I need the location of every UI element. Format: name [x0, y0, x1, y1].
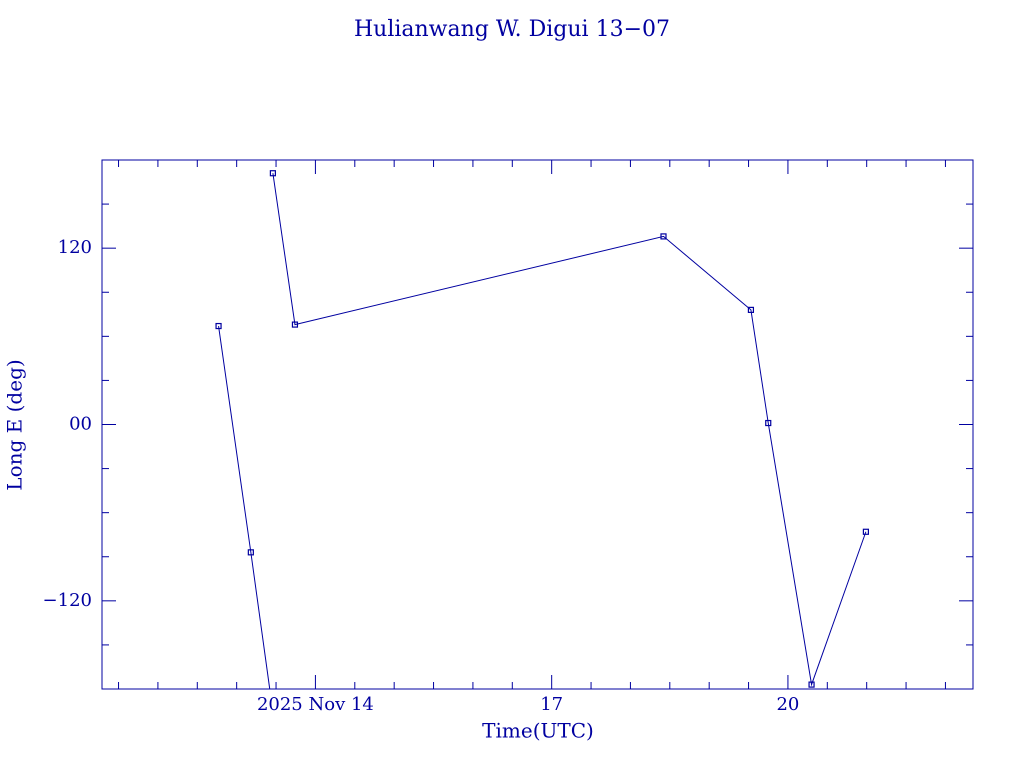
y-tick-label: 00 — [69, 414, 92, 435]
y-tick-label: −120 — [43, 590, 92, 611]
x-tick-label: 20 — [776, 694, 799, 715]
x-axis-label: Time(UTC) — [482, 719, 594, 743]
y-tick-label: 120 — [58, 237, 92, 258]
data-point — [291, 321, 299, 328]
data-point — [808, 681, 815, 688]
chart-title: Hulianwang W. Digui 13−07 — [354, 17, 670, 42]
data-point — [660, 233, 667, 240]
data-point — [862, 528, 869, 535]
data-point — [269, 170, 276, 177]
data-point — [765, 419, 772, 427]
series-line — [218, 173, 867, 690]
data-point — [247, 549, 254, 556]
x-tick-label: 17 — [540, 694, 563, 715]
y-axis-label: Long E (deg) — [3, 359, 27, 490]
data-point — [747, 306, 755, 313]
data-point — [215, 322, 222, 330]
x-tick-label: 2025 Nov 14 — [257, 694, 374, 715]
